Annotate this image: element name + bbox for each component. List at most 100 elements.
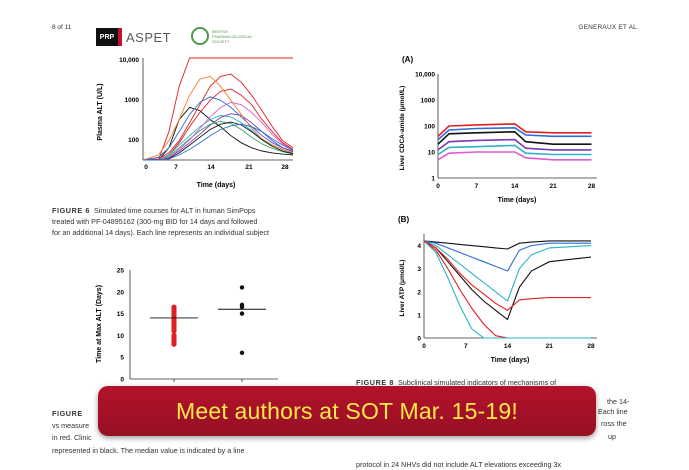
page-number: 8 of 11	[52, 24, 72, 31]
figure8a-series-line	[437, 151, 592, 161]
figure8b-series-line	[423, 240, 591, 339]
figure8b-xlabel: Time (days)	[491, 357, 530, 364]
figure6-axes	[142, 58, 293, 161]
figure8a-series	[437, 123, 592, 161]
figure8-caption: FIGURE 8 Subclinical simulated indicator…	[356, 377, 646, 388]
figure8b-series-line	[423, 240, 591, 311]
figure7-ytick: 10	[117, 333, 125, 340]
figure6-chart: 10,000 1000 100 0 7 14 21 28 Time (days)…	[97, 57, 294, 189]
figure7-ytick: 5	[120, 355, 124, 362]
figure7-dot	[239, 302, 245, 308]
figure6-ytick: 1000	[125, 97, 140, 104]
figure6-caption-line: for an additional 14 days). Each line re…	[52, 228, 269, 237]
figure7-caption-line: in red. Clinic	[52, 433, 92, 442]
figure8b-xtick: 7	[464, 343, 468, 350]
figure8a-ylabel: Liver CDCA-amide (μmol/L)	[399, 86, 406, 171]
figure8a-panel-label: (A)	[402, 55, 413, 64]
figure6-xtick: 0	[144, 164, 148, 171]
figure8a-ytick: 10,000	[415, 72, 435, 79]
figure8b-xtick: 21	[546, 343, 554, 350]
figure8-caption-line: the 14-	[607, 397, 630, 406]
running-author: GENERAUX ET AL.	[578, 24, 639, 31]
bps-logo: BRITISH PHARMACOLOGICAL SOCIETY	[212, 29, 253, 44]
prp-logo: PRP	[96, 28, 122, 46]
figure8a-xtick: 28	[588, 183, 596, 190]
figure8b-ytick: 2	[417, 289, 421, 296]
figure6-series-line	[143, 120, 294, 161]
figure6-caption-label: FIGURE 6	[52, 206, 90, 215]
figure6-caption-line: treated with PF-04895162 (300-mg BID for…	[52, 217, 258, 226]
figure8a-xtick: 21	[550, 183, 558, 190]
figure8b-ytick: 0	[417, 336, 421, 343]
figure8b-xtick: 14	[504, 343, 512, 350]
figure7-ytick: 20	[117, 289, 125, 296]
figure8a-xtick: 7	[475, 183, 479, 190]
figure7-dot	[239, 311, 245, 316]
figure8a-xlabel: Time (days)	[498, 197, 537, 204]
figure6-xtick: 14	[207, 164, 215, 171]
figure7-dot	[239, 285, 245, 290]
figure7-ylabel: Time at Max ALT (Days)	[96, 285, 103, 363]
figure6-series-line	[142, 73, 294, 161]
figure8a-ytick: 1	[431, 176, 435, 183]
figure8b-panel-label: (B)	[398, 215, 409, 224]
figure7-caption-line: vs measure	[52, 421, 90, 430]
figure6-caption-line: Simulated time courses for ALT in human …	[93, 206, 256, 215]
figure8b-xtick: 0	[422, 343, 426, 350]
figure8a-xtick: 0	[436, 183, 440, 190]
figure8b-series-line	[423, 240, 591, 272]
figure7-ytick: 15	[117, 311, 125, 318]
figure6-ytick: 10,000	[119, 57, 139, 64]
figure8b-series-line	[423, 240, 592, 321]
figure6-series-line	[143, 113, 294, 161]
figure8-caption-line: up	[608, 432, 616, 441]
figure8a-series-line	[437, 126, 592, 141]
figure6-xtick: 7	[174, 164, 178, 171]
figure7-ytick: 25	[117, 268, 125, 275]
figure8-caption-line: Each line	[598, 407, 628, 416]
figure7-dot	[239, 350, 245, 356]
aspet-logo: ASPET	[126, 30, 172, 45]
figure8b-xtick: 28	[587, 343, 595, 350]
figure6-series-line	[143, 101, 294, 161]
figure8a-series-line	[437, 130, 592, 145]
figure7-dot	[171, 332, 177, 338]
figure8-caption-line: ross the	[601, 419, 627, 428]
figure8a-ytick: 10	[428, 150, 436, 157]
figure6-ylabel: Plasma ALT (U/L)	[97, 83, 104, 140]
figure6-series-line	[143, 57, 293, 161]
figure8-caption-line: Subclinical simulated indicators of mech…	[397, 378, 557, 387]
figure6-series-line	[142, 96, 294, 161]
figure6-xlabel: Time (days)	[197, 182, 236, 189]
figure8-bottom-line: protocol in 24 NHVs did not include ALT …	[356, 460, 562, 469]
figure8-caption-label: FIGURE 8	[356, 378, 394, 387]
figure6-series	[142, 57, 294, 161]
figure8a-chart: (A) 10,000 1000 100 10 10 7 14 21 28 Time (days)…	[399, 55, 597, 204]
figure6-series-line	[142, 75, 294, 161]
figure6-caption: FIGURE 6 Simulated time courses for ALT …	[52, 205, 352, 238]
bps-logo-icon	[191, 27, 209, 45]
figure7-caption-line: represented in black. The median value i…	[52, 446, 245, 455]
figure7-series	[150, 285, 266, 382]
figure7-caption-label-box: FIGURE	[52, 408, 92, 419]
figure8a-series-line	[437, 144, 592, 156]
figure8b-series	[423, 240, 592, 339]
figure8b-ytick: 4	[417, 243, 421, 250]
figure6-series-line	[143, 121, 294, 161]
figure8a-series-line	[437, 138, 592, 151]
figure8a-xtick: 14	[511, 183, 519, 190]
figure6-series-line	[143, 88, 294, 161]
figure8a-ytick: 100	[424, 124, 435, 131]
figure8a-series-line	[437, 123, 592, 137]
figure8a-ytick: 1000	[421, 98, 436, 105]
figure6-ytick: 100	[128, 137, 139, 144]
figure8b-ylabel: Liver ATP (μmol/L)	[399, 260, 406, 317]
figure6-xtick: 21	[245, 164, 253, 171]
figure8b-ytick: 1	[417, 312, 421, 319]
figure7-ytick: 0	[120, 377, 124, 384]
figure8b-series-line	[423, 240, 592, 302]
figure6-series-line	[143, 106, 294, 161]
figure6-xtick: 28	[281, 164, 289, 171]
promo-banner[interactable]: Meet authors at SOT Mar. 15-19!	[98, 386, 596, 436]
